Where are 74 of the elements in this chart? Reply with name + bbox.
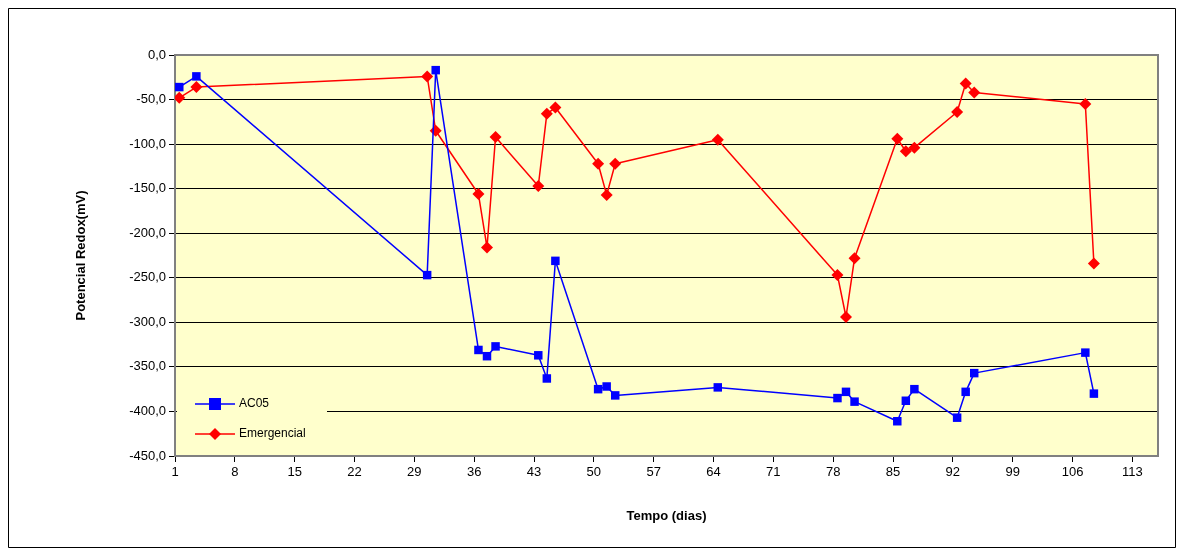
point — [421, 70, 434, 83]
x-tick-label: 85 — [885, 464, 901, 480]
y-tick-label: -400,0 — [129, 403, 166, 419]
x-tick-label: 99 — [1005, 464, 1020, 480]
x-tick-label: 29 — [407, 464, 422, 480]
point — [840, 310, 852, 323]
point — [532, 179, 545, 192]
point — [952, 413, 962, 422]
x-tick-label: 43 — [526, 464, 542, 480]
point — [592, 157, 605, 170]
point — [1081, 348, 1090, 357]
y-tick-label: -200,0 — [129, 224, 166, 240]
point — [602, 382, 611, 391]
point — [489, 130, 502, 143]
point — [961, 387, 970, 397]
point — [831, 269, 844, 282]
x-tick-label: 113 — [1121, 464, 1143, 480]
point — [542, 374, 552, 383]
y-tick-label: -250,0 — [129, 269, 166, 285]
x-tick-label: 50 — [586, 464, 602, 480]
point — [713, 383, 723, 392]
point — [910, 384, 919, 394]
y-tick-label: -150,0 — [129, 180, 166, 196]
point — [609, 157, 622, 170]
x-tick-label: 36 — [466, 464, 482, 480]
point — [190, 81, 203, 94]
point — [600, 188, 613, 201]
point — [481, 241, 493, 254]
point — [959, 77, 972, 90]
x-tick-label: 8 — [231, 464, 239, 480]
point — [431, 65, 440, 75]
point — [491, 342, 500, 351]
point — [472, 188, 485, 201]
y-tick-label: 0,0 — [147, 46, 166, 62]
point — [908, 141, 921, 154]
point — [850, 397, 859, 406]
point — [833, 393, 842, 403]
point — [551, 256, 560, 266]
point — [1089, 389, 1099, 398]
point — [175, 91, 186, 104]
point — [1087, 257, 1100, 270]
point — [1079, 98, 1092, 111]
x-axis-title: Tempo (dias) — [626, 507, 707, 523]
x-tick-label: 22 — [347, 464, 362, 480]
x-tick-label: 78 — [825, 464, 841, 480]
y-tick-label: -450,0 — [129, 447, 166, 463]
y-tick-label: -300,0 — [129, 313, 166, 329]
y-tick-label: -50,0 — [136, 91, 166, 107]
point — [891, 132, 904, 145]
point — [899, 145, 912, 158]
point — [175, 82, 184, 92]
point — [711, 133, 724, 146]
x-tick-label: 71 — [766, 464, 781, 480]
x-tick-label: 57 — [646, 464, 661, 480]
y-axis-title: Potencial Redox(mV) — [73, 190, 89, 321]
point — [968, 86, 981, 99]
x-tick-label: 1 — [171, 464, 179, 480]
point — [534, 351, 543, 360]
point — [951, 106, 964, 119]
point — [610, 391, 620, 400]
point — [848, 252, 861, 265]
point — [192, 72, 201, 81]
x-tick-label: 64 — [706, 464, 721, 480]
legend-label: Emergencial — [239, 426, 306, 441]
x-tick-label: 15 — [287, 464, 302, 480]
y-tick-label: -100,0 — [129, 135, 166, 151]
point — [893, 417, 902, 426]
legend-label: AC05 — [239, 396, 270, 411]
point — [549, 101, 562, 114]
point — [474, 345, 483, 355]
x-tick-label: 106 — [1061, 464, 1084, 480]
point — [540, 107, 553, 120]
x-tick-label: 92 — [945, 464, 961, 480]
y-tick-label: -350,0 — [129, 358, 166, 374]
